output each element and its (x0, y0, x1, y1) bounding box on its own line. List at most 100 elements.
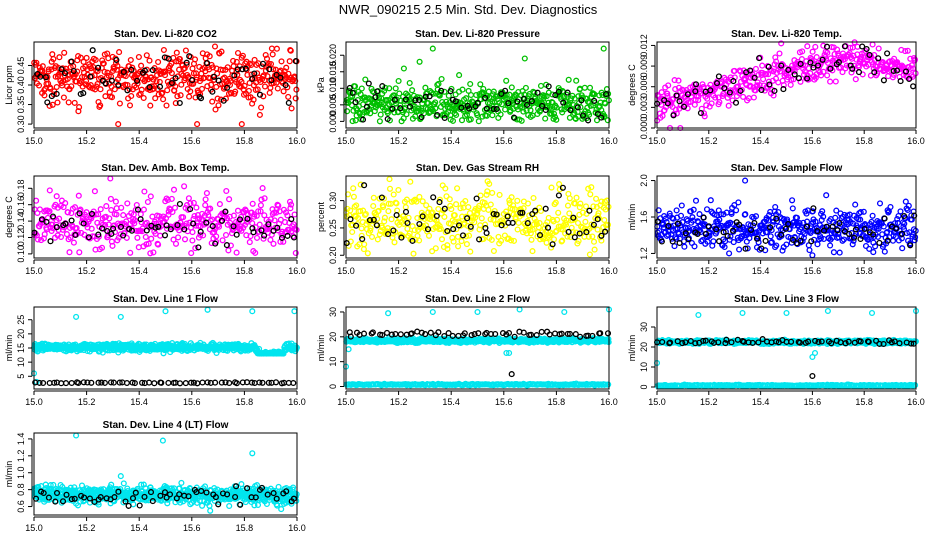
data-point (890, 67, 897, 75)
data-point (88, 225, 95, 232)
data-point (175, 234, 182, 241)
x-tick-label: 15.0 (648, 136, 666, 146)
data-point (169, 208, 176, 216)
data-point (490, 216, 497, 223)
data-point (414, 214, 421, 222)
data-point (767, 233, 774, 240)
data-point (577, 104, 584, 111)
data-point (424, 226, 432, 233)
data-point (801, 230, 808, 238)
data-point (516, 306, 523, 313)
data-point (834, 227, 841, 234)
data-point (456, 72, 463, 79)
data-point (163, 102, 170, 109)
panel-title: Stan. Dev. Li-820 CO2 (114, 29, 217, 40)
data-point (819, 56, 826, 63)
data-point (290, 234, 298, 241)
data-point (57, 233, 65, 241)
data-point (524, 220, 531, 227)
data-point (114, 62, 121, 69)
data-point (773, 242, 780, 249)
data-point (278, 234, 286, 241)
data-point (177, 92, 184, 99)
data-point (74, 68, 81, 75)
data-point (278, 58, 285, 65)
data-point (224, 64, 231, 71)
data-point (548, 184, 555, 191)
x-tick-label: 15.6 (183, 266, 201, 276)
data-point (376, 231, 383, 238)
panels-container: Stan. Dev. Li-820 CO2 Licor ppm 15.0 15.2 15… (4, 29, 925, 533)
data-point (900, 226, 908, 233)
data-point (561, 106, 568, 113)
data-point (578, 97, 585, 104)
data-point (346, 84, 353, 91)
data-point (101, 68, 108, 75)
data-point (780, 82, 787, 89)
data-point (368, 233, 376, 240)
data-point (594, 226, 601, 233)
data-point (265, 221, 272, 228)
y-axis-label: Licor ppm (4, 65, 14, 105)
data-point (181, 236, 189, 243)
data-point (765, 78, 772, 85)
series-1 (343, 380, 612, 389)
data-point (70, 239, 77, 246)
data-point (880, 223, 887, 230)
data-point (465, 232, 473, 239)
x-tick-label: 15.4 (752, 266, 770, 276)
data-point (703, 206, 711, 213)
data-point (518, 117, 525, 124)
data-point (508, 84, 515, 91)
data-point (454, 185, 461, 192)
x-tick-label: 15.2 (78, 397, 96, 407)
data-point (274, 224, 281, 231)
data-point (116, 49, 123, 56)
data-point (539, 102, 546, 109)
data-point (549, 241, 556, 248)
data-point (820, 42, 827, 49)
data-point (658, 89, 665, 96)
data-point (253, 234, 261, 241)
data-point (225, 247, 232, 254)
data-point (541, 93, 548, 100)
data-point (268, 77, 275, 84)
data-point (778, 231, 785, 238)
data-point (367, 225, 374, 232)
data-point (53, 83, 60, 91)
data-point (44, 99, 51, 106)
plot-frame (656, 41, 917, 129)
y-tick-label: 1.2 (639, 247, 649, 260)
data-point (467, 80, 474, 88)
data-point (735, 199, 742, 206)
data-point (496, 191, 503, 198)
data-point (204, 60, 211, 67)
data-point (112, 59, 120, 66)
data-point (665, 222, 672, 229)
y-tick-label: 2.0 (639, 174, 649, 187)
data-point (37, 73, 44, 80)
data-point (684, 91, 691, 98)
y-tick-label: 0.012 (639, 34, 649, 57)
data-point (442, 185, 449, 192)
data-point (187, 88, 194, 95)
data-point (385, 231, 392, 238)
data-point (598, 232, 605, 239)
y-tick-label: 0.14 (16, 212, 26, 230)
data-point (406, 103, 413, 110)
data-point (808, 238, 815, 245)
data-point (214, 95, 221, 102)
data-point (385, 310, 392, 317)
data-point (756, 55, 763, 62)
data-point (167, 226, 174, 233)
x-tick-label: 15.2 (700, 266, 718, 276)
data-point (446, 196, 453, 203)
data-point (245, 87, 252, 94)
y-tick-label: 0.015 (328, 61, 338, 84)
data-point (211, 73, 218, 80)
data-point (711, 211, 718, 218)
data-point (400, 65, 407, 72)
data-point (218, 379, 225, 386)
